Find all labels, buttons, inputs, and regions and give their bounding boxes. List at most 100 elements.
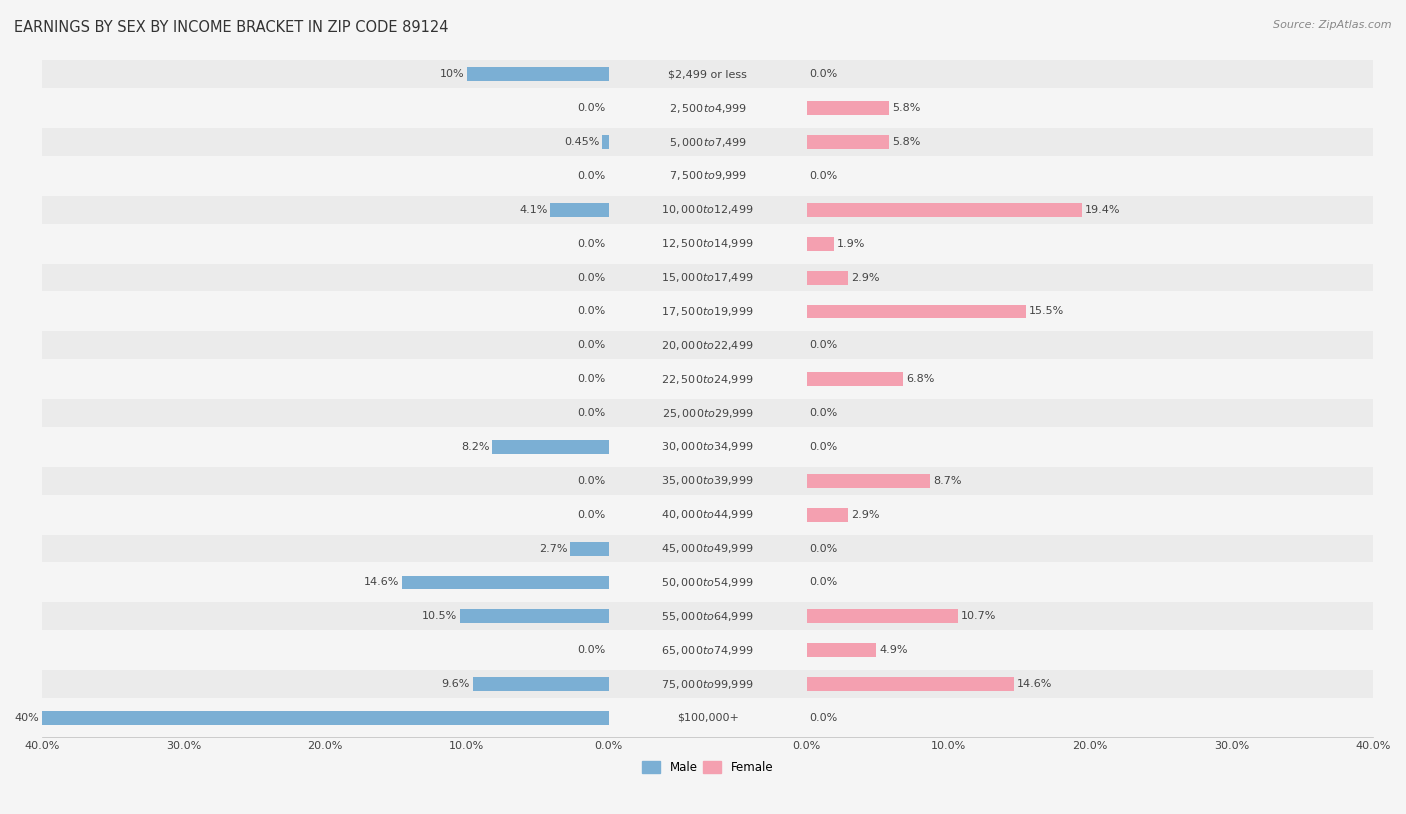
Text: $5,000 to $7,499: $5,000 to $7,499 (668, 136, 747, 149)
Bar (42, 467, 1374, 495)
Text: $45,000 to $49,999: $45,000 to $49,999 (661, 542, 754, 555)
Text: 15.5%: 15.5% (1029, 306, 1064, 317)
Bar (460, 610, 609, 624)
Text: 0.0%: 0.0% (578, 306, 606, 317)
Bar (42, 535, 1374, 562)
Bar (807, 101, 889, 115)
Text: 4.9%: 4.9% (879, 646, 907, 655)
Text: 0.0%: 0.0% (578, 476, 606, 486)
Text: 2.9%: 2.9% (851, 273, 879, 282)
Bar (42, 264, 1374, 291)
Text: 0.0%: 0.0% (810, 544, 838, 554)
Text: $65,000 to $74,999: $65,000 to $74,999 (661, 644, 754, 657)
Text: 40%: 40% (14, 713, 39, 723)
Bar (807, 677, 1014, 691)
Bar (807, 135, 889, 149)
Bar (807, 474, 929, 488)
Bar (42, 704, 1374, 732)
Text: 0.0%: 0.0% (578, 103, 606, 113)
Text: $17,500 to $19,999: $17,500 to $19,999 (661, 305, 754, 318)
Bar (807, 610, 959, 624)
Text: $50,000 to $54,999: $50,000 to $54,999 (661, 576, 754, 589)
Text: 5.8%: 5.8% (891, 137, 920, 147)
Text: $2,500 to $4,999: $2,500 to $4,999 (668, 102, 747, 115)
Text: 2.9%: 2.9% (851, 510, 879, 519)
Bar (807, 508, 848, 522)
Bar (42, 128, 1374, 156)
Bar (472, 677, 609, 691)
Bar (42, 433, 1374, 461)
Bar (42, 196, 1374, 224)
Text: 0.0%: 0.0% (578, 646, 606, 655)
Text: 0.0%: 0.0% (578, 374, 606, 384)
Bar (42, 94, 1374, 122)
Bar (571, 541, 609, 555)
Bar (42, 711, 609, 725)
Text: $30,000 to $34,999: $30,000 to $34,999 (661, 440, 754, 453)
Bar (42, 602, 1374, 630)
Bar (42, 331, 1374, 359)
Text: $12,500 to $14,999: $12,500 to $14,999 (661, 237, 754, 250)
Bar (807, 643, 876, 657)
Text: 10%: 10% (440, 69, 464, 79)
Text: $35,000 to $39,999: $35,000 to $39,999 (661, 475, 754, 488)
Text: 14.6%: 14.6% (364, 577, 399, 588)
Text: $75,000 to $99,999: $75,000 to $99,999 (661, 677, 754, 690)
Text: EARNINGS BY SEX BY INCOME BRACKET IN ZIP CODE 89124: EARNINGS BY SEX BY INCOME BRACKET IN ZIP… (14, 20, 449, 35)
Text: 0.0%: 0.0% (810, 171, 838, 181)
Text: 19.4%: 19.4% (1084, 205, 1121, 215)
Text: $2,499 or less: $2,499 or less (668, 69, 747, 79)
Text: 1.9%: 1.9% (837, 239, 865, 249)
Text: 0.0%: 0.0% (810, 442, 838, 452)
Text: $10,000 to $12,499: $10,000 to $12,499 (661, 204, 754, 217)
Text: 10.5%: 10.5% (422, 611, 457, 621)
Bar (402, 575, 609, 589)
Text: 0.0%: 0.0% (578, 340, 606, 350)
Bar (42, 298, 1374, 326)
Bar (807, 203, 1081, 217)
Bar (42, 501, 1374, 528)
Text: 8.7%: 8.7% (932, 476, 962, 486)
Text: 0.0%: 0.0% (810, 713, 838, 723)
Text: $40,000 to $44,999: $40,000 to $44,999 (661, 508, 754, 521)
Bar (807, 237, 834, 251)
Bar (807, 270, 848, 285)
Text: 0.0%: 0.0% (578, 510, 606, 519)
Bar (602, 135, 609, 149)
Text: 0.0%: 0.0% (810, 69, 838, 79)
Bar (551, 203, 609, 217)
Bar (42, 60, 1374, 88)
Text: 0.45%: 0.45% (564, 137, 599, 147)
Text: 6.8%: 6.8% (905, 374, 935, 384)
Text: 0.0%: 0.0% (810, 577, 838, 588)
Text: 0.0%: 0.0% (578, 408, 606, 418)
Text: 5.8%: 5.8% (891, 103, 920, 113)
Text: $15,000 to $17,499: $15,000 to $17,499 (661, 271, 754, 284)
Bar (42, 162, 1374, 190)
Bar (42, 399, 1374, 427)
Bar (807, 304, 1026, 318)
Text: $20,000 to $22,499: $20,000 to $22,499 (661, 339, 754, 352)
Text: Source: ZipAtlas.com: Source: ZipAtlas.com (1274, 20, 1392, 30)
Text: 10.7%: 10.7% (962, 611, 997, 621)
Bar (42, 637, 1374, 664)
Text: $22,500 to $24,999: $22,500 to $24,999 (661, 373, 754, 386)
Legend: Male, Female: Male, Female (637, 756, 778, 778)
Text: 14.6%: 14.6% (1017, 679, 1052, 689)
Text: 9.6%: 9.6% (441, 679, 470, 689)
Text: 8.2%: 8.2% (461, 442, 489, 452)
Bar (807, 372, 903, 386)
Text: 0.0%: 0.0% (578, 273, 606, 282)
Bar (42, 365, 1374, 393)
Text: 0.0%: 0.0% (810, 408, 838, 418)
Bar (42, 670, 1374, 698)
Text: 0.0%: 0.0% (578, 171, 606, 181)
Text: $25,000 to $29,999: $25,000 to $29,999 (662, 406, 754, 419)
Bar (42, 230, 1374, 257)
Text: 2.7%: 2.7% (538, 544, 568, 554)
Text: 0.0%: 0.0% (578, 239, 606, 249)
Bar (492, 440, 609, 454)
Text: $55,000 to $64,999: $55,000 to $64,999 (661, 610, 754, 623)
Text: $100,000+: $100,000+ (676, 713, 738, 723)
Text: 0.0%: 0.0% (810, 340, 838, 350)
